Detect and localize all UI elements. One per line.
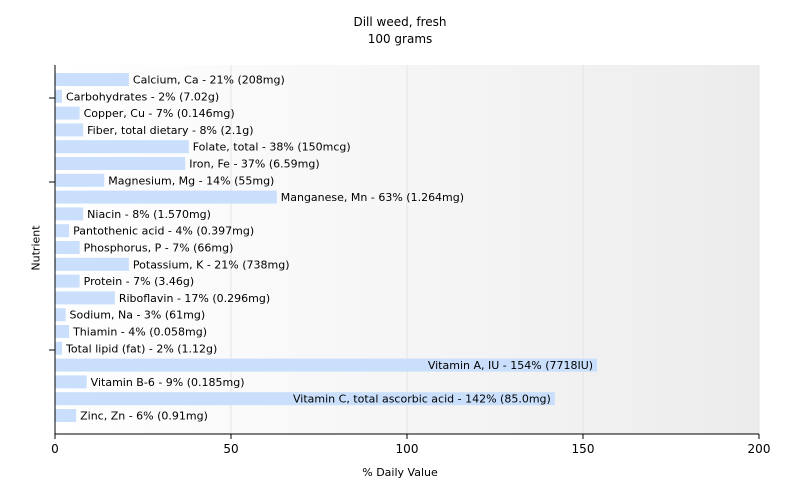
chart-title: Dill weed, fresh xyxy=(353,15,447,29)
bar-label: Pantothenic acid - 4% (0.397mg) xyxy=(73,225,254,238)
bar-label: Carbohydrates - 2% (7.02g) xyxy=(66,90,219,103)
x-tick-label: 150 xyxy=(572,442,595,456)
bar xyxy=(55,140,189,154)
bar-label: Copper, Cu - 7% (0.146mg) xyxy=(84,107,235,120)
bar-label: Thiamin - 4% (0.058mg) xyxy=(72,326,207,339)
bar xyxy=(55,358,598,372)
bar xyxy=(55,73,129,86)
x-tick-label: 100 xyxy=(396,442,419,456)
bar xyxy=(55,375,87,389)
bar-label: Riboflavin - 17% (0.296mg) xyxy=(119,292,270,305)
x-tick-label: 200 xyxy=(748,442,771,456)
x-tick-label: 0 xyxy=(51,442,59,456)
bar xyxy=(55,274,80,288)
bar xyxy=(55,241,80,254)
x-tick-label: 50 xyxy=(223,442,238,456)
bar-label: Magnesium, Mg - 14% (55mg) xyxy=(108,174,274,187)
bar xyxy=(55,341,63,355)
bar-label: Potassium, K - 21% (738mg) xyxy=(133,258,290,271)
bar xyxy=(55,207,84,221)
bar-label: Iron, Fe - 37% (6.59mg) xyxy=(189,158,319,171)
bar xyxy=(55,224,70,238)
bar xyxy=(55,257,129,271)
bar-label: Folate, total - 38% (150mcg) xyxy=(193,141,351,154)
bar xyxy=(55,291,115,305)
bar-label: Fiber, total dietary - 8% (2.1g) xyxy=(87,124,253,137)
bar-label: Manganese, Mn - 63% (1.264mg) xyxy=(281,191,464,204)
bar xyxy=(55,392,555,406)
bar-label: Phosphorus, P - 7% (66mg) xyxy=(84,242,234,255)
bar-label: Vitamin A, IU - 154% (7718IU) xyxy=(428,359,593,372)
bar-label: Sodium, Na - 3% (61mg) xyxy=(70,309,206,322)
bar xyxy=(55,123,84,137)
bar xyxy=(55,325,70,338)
bar-label: Vitamin C, total ascorbic acid - 142% (8… xyxy=(293,393,551,406)
bar-label: Niacin - 8% (1.570mg) xyxy=(87,208,211,221)
chart-subtitle: 100 grams xyxy=(367,32,433,46)
bar xyxy=(55,89,63,103)
x-axis-label: % Daily Value xyxy=(362,466,438,479)
bar xyxy=(55,308,66,322)
bar-label: Zinc, Zn - 6% (0.91mg) xyxy=(80,410,208,423)
bar xyxy=(55,106,80,120)
bar-label: Protein - 7% (3.46g) xyxy=(84,275,195,288)
bar-label: Total lipid (fat) - 2% (1.12g) xyxy=(65,342,217,355)
bar xyxy=(55,190,277,204)
bar xyxy=(55,157,186,170)
bar-label: Vitamin B-6 - 9% (0.185mg) xyxy=(91,376,245,389)
bar xyxy=(55,409,77,422)
bar xyxy=(55,173,105,187)
bar-label: Calcium, Ca - 21% (208mg) xyxy=(133,74,285,87)
y-axis-label: Nutrient xyxy=(29,225,43,271)
